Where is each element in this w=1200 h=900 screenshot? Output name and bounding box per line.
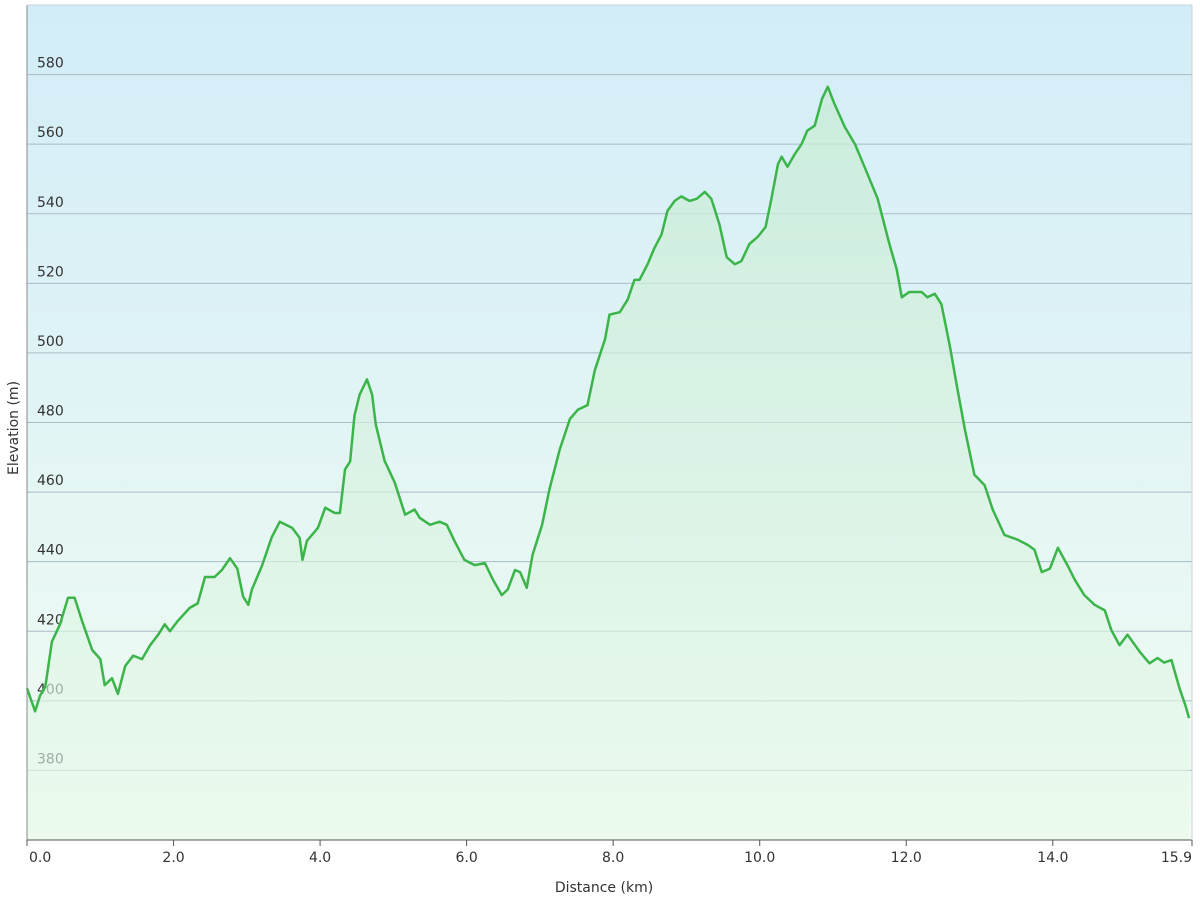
x-tick-label: 0.0 [29,850,51,866]
y-axis-label: Elevation (m) [6,381,22,475]
y-tick-label: 460 [37,473,64,489]
y-tick-label: 500 [37,334,64,350]
y-tick-label: 480 [37,404,64,420]
y-tick-label: 440 [37,543,64,559]
y-tick-label: 520 [37,264,64,280]
x-tick-label: 4.0 [309,850,331,866]
x-axis-label: Distance (km) [555,880,653,896]
x-tick-label: 12.0 [891,850,922,866]
y-tick-label: 540 [37,195,64,211]
x-tick-label: 8.0 [602,850,624,866]
elevation-line [25,85,1191,719]
area-fill [27,86,1190,841]
x-tick-label: 6.0 [455,850,477,866]
x-tick-label: 14.0 [1037,850,1068,866]
y-tick-label: 560 [37,125,64,141]
x-tick-label: 10.0 [744,850,775,866]
x-tick-label: 15.9 [1161,850,1192,866]
x-tick-label: 2.0 [162,850,184,866]
y-tick-label: 580 [37,56,64,72]
y-tick-label: 420 [37,612,64,628]
